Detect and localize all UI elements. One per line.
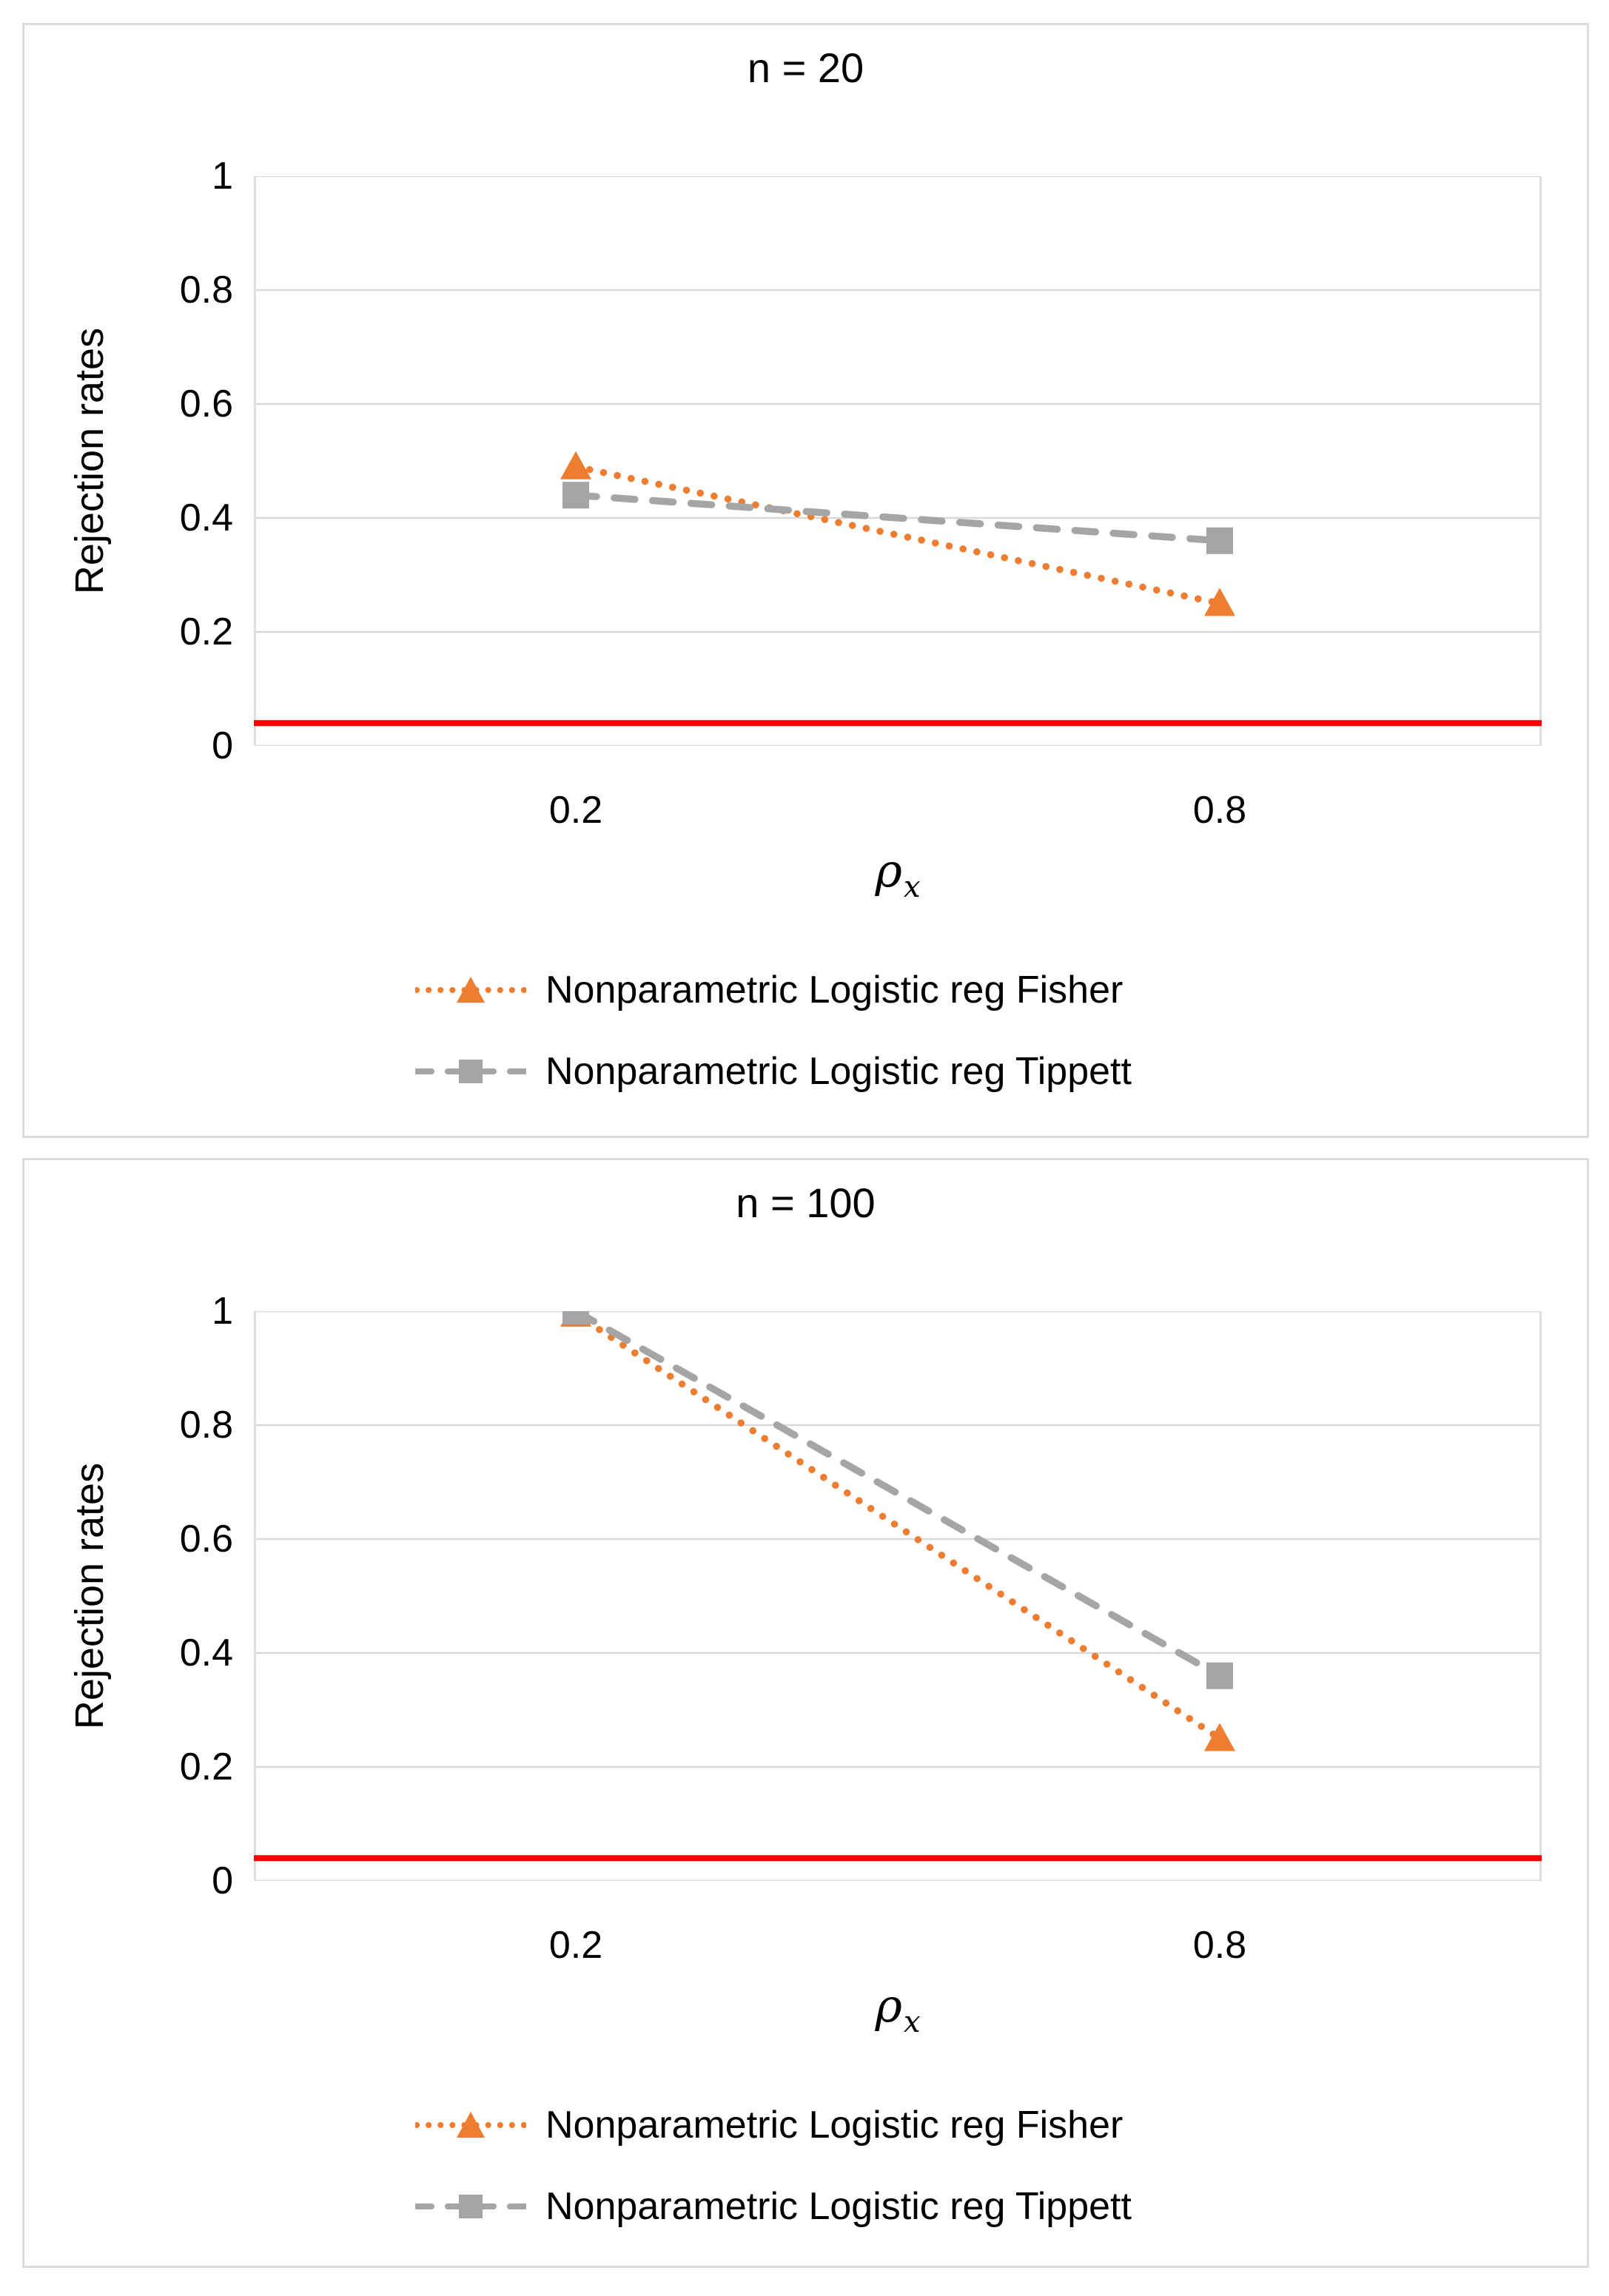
triangle-marker [560, 451, 591, 479]
chart-title: n = 100 [736, 1179, 876, 1226]
chart-panel-n20: n = 20 Rejection rates 1 0.8 0.6 0.4 0.2 0 0.… [22, 23, 1589, 1138]
x-axis-title: ρx [875, 845, 920, 913]
y-tick-label: 0.6 [179, 1518, 233, 1561]
triangle-marker [457, 2112, 485, 2138]
legend-label: Nonparametric Logistic reg Tippett [545, 2185, 1132, 2228]
tippett-legend-sample-icon [415, 2195, 526, 2218]
plot-canvas [254, 176, 1542, 746]
plot-area [254, 1311, 1542, 1881]
legend-label: Nonparametric Logistic reg Fisher [545, 969, 1123, 1011]
square-marker [459, 1060, 483, 1083]
x-tick-label: 0.8 [1192, 789, 1247, 832]
legend-row: Nonparametric Logistic reg Fisher [415, 2097, 1132, 2153]
chart-title: n = 20 [747, 44, 864, 91]
y-tick-label: 0 [212, 1859, 233, 1902]
y-tick-label: 0 [212, 724, 233, 767]
y-tick-label: 0.4 [179, 1632, 233, 1674]
legend-row: Nonparametric Logistic reg Tippett [415, 1043, 1132, 1100]
y-tick-label: 0.4 [179, 496, 233, 539]
legend-label: Nonparametric Logistic reg Fisher [545, 2104, 1123, 2147]
fisher-legend-sample-icon [415, 2112, 526, 2138]
rho-symbol: ρ [875, 844, 902, 898]
tippett-legend-sample-icon [415, 1060, 526, 1083]
y-tick-label: 0.6 [179, 383, 233, 425]
x-axis-title: ρx [875, 1980, 920, 2048]
rho-symbol: ρ [875, 1979, 902, 2033]
square-marker [459, 2195, 483, 2218]
fisher-legend-sample-icon [415, 977, 526, 1003]
rho-subscript: x [903, 870, 921, 904]
y-tick-label: 1 [212, 155, 233, 198]
plot-area [254, 176, 1542, 746]
square-marker [562, 482, 589, 509]
triangle-marker [1204, 1723, 1235, 1751]
chart-panel-n100: n = 100 Rejection rates 1 0.8 0.6 0.4 0.2 0 0… [22, 1158, 1589, 2268]
square-marker [1206, 527, 1233, 554]
square-marker [1206, 1662, 1233, 1689]
tippett-series-line [572, 1311, 1223, 1680]
y-axis-title: Rejection rates [67, 327, 112, 595]
y-tick-label: 0.2 [179, 1745, 233, 1788]
y-tick-label: 1 [212, 1290, 233, 1333]
plot-canvas [254, 1311, 1542, 1881]
square-marker [562, 1311, 589, 1324]
y-tick-label: 0.8 [179, 269, 233, 312]
legend: Nonparametric Logistic reg Fisher Nonpara… [415, 962, 1132, 1125]
x-tick-label: 0.8 [1192, 1924, 1247, 1967]
x-tick-label: 0.2 [548, 1924, 603, 1967]
fisher-series-line [572, 1311, 1223, 1743]
fisher-series-line [572, 462, 1223, 607]
y-tick-label: 0.2 [179, 610, 233, 653]
legend-row: Nonparametric Logistic reg Fisher [415, 962, 1132, 1018]
rho-subscript: x [903, 2005, 921, 2039]
tippett-series-line [572, 491, 1223, 545]
y-axis-title: Rejection rates [67, 1462, 112, 1730]
x-tick-label: 0.2 [548, 789, 603, 832]
triangle-marker [457, 977, 485, 1003]
triangle-marker [1204, 588, 1235, 616]
y-tick-label: 0.8 [179, 1404, 233, 1447]
legend-label: Nonparametric Logistic reg Tippett [545, 1050, 1132, 1093]
legend: Nonparametric Logistic reg Fisher Nonpara… [415, 2097, 1132, 2260]
legend-row: Nonparametric Logistic reg Tippett [415, 2178, 1132, 2235]
